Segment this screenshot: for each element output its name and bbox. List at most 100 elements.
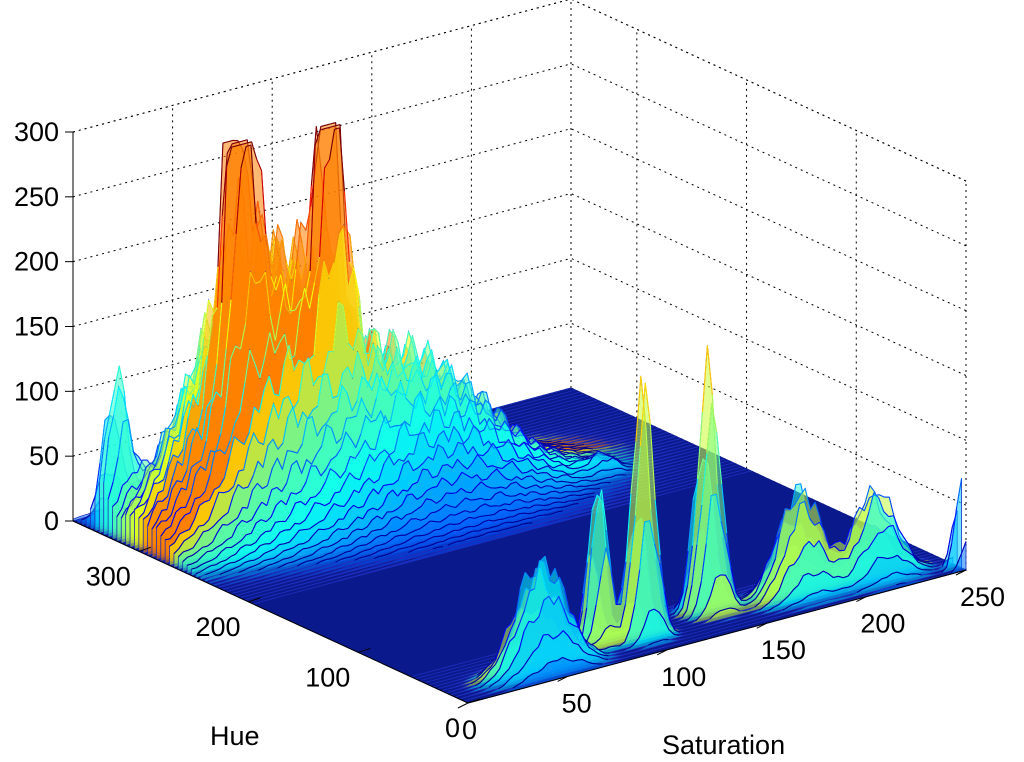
z-tick-label: 100: [14, 376, 59, 406]
x-axis-title: Saturation: [662, 730, 785, 757]
grid-line-back-right-horizontal: [571, 258, 966, 440]
z-tick-label: 0: [44, 506, 59, 536]
surface-ridge-segment: [539, 505, 544, 506]
z-tick-label: 50: [29, 441, 59, 471]
surface-ridge-segment: [570, 444, 575, 445]
y-tick-label: 300: [86, 561, 131, 591]
surface-ridge-segment: [575, 491, 580, 492]
surface-ridge-segment: [576, 486, 581, 487]
y-tick-label: 100: [305, 662, 350, 692]
surface-ridge-segment: [435, 529, 440, 530]
grid-line-back-right-horizontal: [571, 64, 966, 246]
surface-ridge-segment: [889, 516, 894, 517]
surface-ridge-segment: [154, 483, 159, 484]
surface-ridge-segment: [589, 497, 594, 498]
surface-ridge-segment: [499, 519, 504, 520]
surface-ridge-segment: [166, 428, 171, 429]
surface-ridge-segment: [558, 507, 563, 508]
surface-ridge-segment: [230, 562, 235, 563]
surface-ridge-segment: [290, 310, 295, 311]
surface-ridge-segment: [575, 495, 580, 496]
surface-ridge-segment: [574, 448, 579, 449]
surface-ridge-segment: [581, 456, 586, 457]
surface-ridge-segment: [444, 427, 449, 428]
surface-ridge-segment: [423, 469, 428, 470]
surface-ridge-segment: [361, 545, 366, 546]
surface-ridge-segment: [524, 513, 529, 514]
surface-ridge-segment: [610, 646, 615, 647]
surface-ridge-segment: [555, 498, 560, 499]
surface-ridge-segment: [587, 476, 592, 477]
surface-ridge-segment: [561, 481, 566, 482]
surface-ridge-segment: [579, 445, 584, 446]
surface-ridge-segment: [357, 529, 362, 530]
surface-ridge-segment: [409, 454, 414, 455]
surface-ridge-segment: [587, 451, 592, 452]
surface-ridge-segment: [823, 590, 828, 591]
surface-ridge-segment: [438, 541, 443, 542]
surface-ridge-segment: [562, 475, 567, 476]
surface-ridge-segment: [299, 544, 304, 545]
y-axis-title: Hue: [210, 721, 260, 751]
box-top-edge: [571, 0, 966, 181]
z-tick-label: 300: [14, 117, 59, 147]
surface-ridge-segment: [515, 500, 520, 501]
surface-ridge-segment: [607, 470, 612, 471]
surface-ridge-segment: [446, 493, 451, 494]
surface-ridge-segment: [482, 392, 487, 393]
surface-ridge-segment: [606, 477, 611, 478]
surface-ridge-segment: [591, 481, 596, 482]
surface-ridge-segment: [527, 476, 532, 477]
surface-ridge-segment: [304, 529, 309, 530]
surface-ridge-segment: [450, 524, 455, 525]
surface-ridge-segment: [162, 510, 167, 511]
surface-ridge-segment: [600, 649, 605, 650]
surface-ridge-segment: [550, 491, 555, 492]
surface-ridge-segment: [458, 541, 463, 542]
surface-ridge-segment: [585, 494, 590, 495]
surface-ridge-segment: [545, 444, 550, 445]
z-tick-label: 150: [14, 312, 59, 342]
x-tick-label: 150: [761, 635, 806, 665]
surface-ridge-segment: [560, 444, 565, 445]
surface-ridge-segment: [479, 516, 484, 517]
y-tick-label: 200: [195, 612, 240, 642]
surface-ridge-segment: [555, 444, 560, 445]
surface-ridge-segment: [346, 418, 351, 419]
z-tick-label: 250: [14, 182, 59, 212]
surface-ridge-segment: [553, 470, 558, 471]
surface-ridge-segment: [524, 507, 529, 508]
surface-ridge-segment: [338, 529, 343, 530]
x-tick-label: 50: [562, 688, 592, 718]
surface-ridge-segment: [828, 591, 833, 592]
surface-ridge-segment: [567, 450, 572, 451]
surface-ridge-segment: [223, 525, 228, 526]
grid-line-back-right-horizontal: [571, 194, 966, 376]
surface-ridge-segment: [249, 560, 254, 561]
surface-ridge-segment: [489, 514, 494, 515]
grid-line-back-right-horizontal: [571, 129, 966, 311]
surface-ridge-segment: [471, 500, 476, 501]
surface-ridge-segment: [299, 530, 304, 531]
surface-ridge-segment: [388, 484, 393, 485]
surface-ridge-segment: [902, 560, 907, 561]
surface-ridge-segment: [554, 502, 559, 503]
surface-ridge-segment: [534, 457, 539, 458]
surface-ridge-segment: [601, 483, 606, 484]
surface-ridge-segment: [538, 515, 543, 516]
box-top-edge: [73, 0, 571, 132]
surface-ridge-segment: [483, 528, 488, 529]
surface-ridge-segment: [907, 574, 912, 575]
surface-ridge-segment: [528, 518, 533, 519]
z-tick-label: 200: [14, 247, 59, 277]
x-tick-label: 200: [860, 609, 905, 639]
surface-ridge-segment: [573, 468, 578, 469]
surface-ridge-segment: [339, 506, 344, 507]
surface-ridge-segment: [451, 493, 456, 494]
surface-ridge-segment: [843, 587, 848, 588]
x-tick: [458, 703, 468, 708]
x-tick-label: 0: [462, 715, 477, 745]
surface-ridge-segment: [573, 504, 578, 505]
